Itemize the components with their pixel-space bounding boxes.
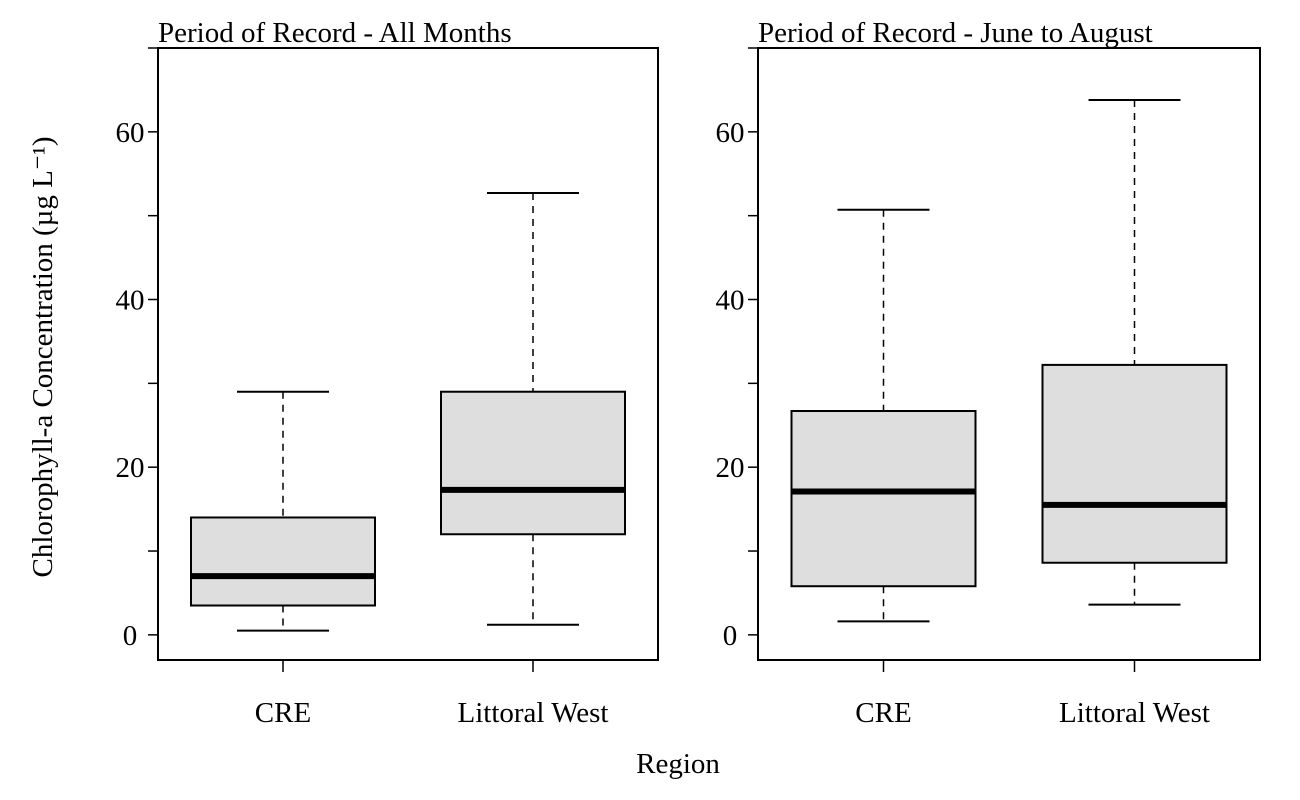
box-littoral-west [440, 192, 626, 626]
panels-layer: Period of Record - All Months 0 20 40 60 CRE L… [116, 17, 1261, 729]
panel-1: Period of Record - All Months 0 20 40 60 CRE L… [116, 17, 659, 729]
plot-frame [757, 47, 1261, 661]
x-tick-label: CRE [855, 697, 911, 729]
x-axis-label: Region [636, 748, 720, 780]
box-cre [190, 390, 376, 632]
y-tick-label: 20 [716, 452, 745, 484]
iqr-box [190, 516, 376, 607]
x-tick-label: Littoral West [458, 697, 609, 729]
panel-title: Period of Record - June to August [758, 17, 1153, 49]
y-tick-label: 40 [716, 285, 745, 317]
plot-frame [157, 47, 659, 661]
panel-title: Period of Record - All Months [158, 17, 512, 49]
iqr-box [440, 390, 626, 536]
x-tick-label: Littoral West [1059, 697, 1210, 729]
box-cre [790, 208, 977, 623]
y-tick-label: 20 [116, 452, 145, 484]
y-tick-label: 0 [723, 620, 738, 652]
y-tick-label: 60 [716, 117, 745, 149]
iqr-box [1041, 363, 1228, 564]
y-axis-label: Chlorophyll-a Concentration (µg L⁻¹) [27, 137, 59, 578]
box-littoral-west [1041, 98, 1228, 606]
y-tick-label: 0 [123, 620, 138, 652]
iqr-box [790, 410, 977, 588]
x-tick-label: CRE [255, 697, 311, 729]
y-tick-label: 40 [116, 285, 145, 317]
y-tick-label: 60 [116, 117, 145, 149]
panel-2: Period of Record - June to August 0 20 40 60… [716, 17, 1261, 729]
